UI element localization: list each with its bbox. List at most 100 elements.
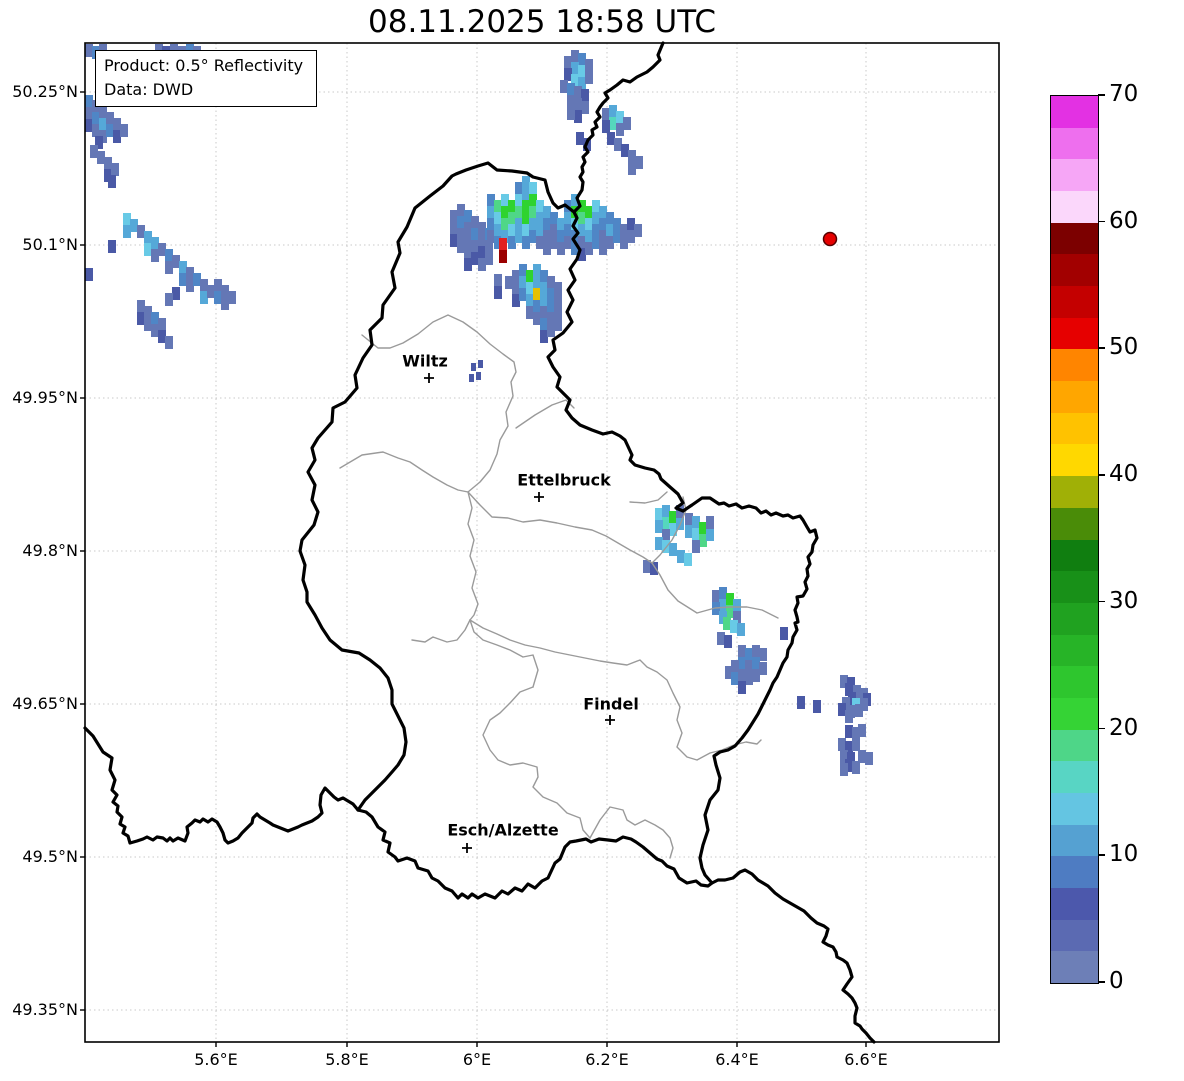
colorbar-segment: [1051, 507, 1098, 540]
echo-cell: [179, 261, 187, 274]
echo-cell: [522, 188, 530, 201]
echo-cell: [450, 222, 458, 235]
echo-cell: [599, 242, 607, 255]
echo-cell: [494, 224, 502, 237]
echo-cell: [522, 200, 530, 213]
echo-cell: [634, 224, 642, 237]
echo-cell: [464, 258, 472, 271]
echo-cell: [592, 200, 600, 213]
echo-cell: [85, 44, 93, 57]
echo-cell: [494, 274, 502, 287]
echo-cell: [151, 249, 159, 262]
colorbar-segment: [1051, 190, 1098, 223]
colorbar-tick-label: 10: [1109, 841, 1139, 868]
echo-cell: [99, 106, 107, 119]
echo-cell: [508, 200, 516, 213]
colorbar-tick-label: 30: [1109, 587, 1139, 614]
colorbar-tick-mark: [1098, 727, 1105, 730]
colorbar-segment: [1051, 665, 1098, 698]
echo-cell: [852, 727, 860, 740]
country-border: [546, 41, 876, 1044]
echo-cell: [838, 738, 846, 751]
echo-cell: [499, 250, 507, 263]
colorbar-segment: [1051, 317, 1098, 350]
legend-data-line: Data: DWD: [104, 80, 194, 99]
echo-cell: [643, 560, 651, 573]
echo-cell: [144, 243, 152, 256]
colorbar-tick-mark: [1098, 981, 1105, 983]
echo-cell: [737, 623, 745, 636]
echo-cell: [585, 218, 593, 231]
echo-cell: [554, 294, 562, 307]
echo-cell-small: [469, 374, 474, 382]
echo-cell: [123, 213, 131, 226]
echo-cell: [471, 240, 479, 253]
echo-cell: [228, 291, 236, 304]
echo-cell: [515, 230, 523, 243]
echo-cell: [719, 587, 727, 600]
echo-cell: [840, 750, 848, 763]
city-label: Wiltz: [402, 351, 448, 371]
echo-cell: [845, 725, 853, 738]
y-axis-tick-label: 50.1°N: [22, 235, 78, 254]
echo-cell: [855, 704, 863, 717]
echo-cell: [847, 752, 855, 765]
echo-cell: [519, 276, 527, 289]
echo-cell: [858, 724, 866, 737]
echo-cell: [547, 288, 555, 301]
echo-cell: [738, 657, 746, 670]
echo-cell: [564, 56, 572, 69]
echo-cell: [860, 698, 868, 711]
echo-cell: [726, 605, 734, 618]
echo-cell: [85, 268, 93, 281]
city-label: Findel: [583, 694, 639, 714]
echo-cell: [494, 236, 502, 249]
echo-cell: [623, 117, 631, 130]
echo-cell: [457, 204, 465, 217]
echo-cell: [151, 324, 159, 337]
echo-cell: [585, 59, 593, 72]
x-axis-tick-label: 5.6°E: [194, 1050, 238, 1069]
echo-cell: [186, 279, 194, 292]
echo-cell: [662, 529, 670, 542]
echo-cell: [731, 672, 739, 685]
echo-cell: [512, 270, 520, 283]
x-axis-tick-label: 6.4°E: [715, 1050, 759, 1069]
echo-cell: [464, 222, 472, 235]
colorbar-segment: [1051, 539, 1098, 572]
echo-cell: [120, 124, 128, 137]
colorbar-tick-mark: [1098, 600, 1105, 603]
echo-cell: [845, 710, 853, 723]
echo-cell: [540, 270, 548, 283]
echo-cell: [752, 657, 760, 670]
echo-cell: [450, 210, 458, 223]
echo-cell: [609, 105, 617, 118]
echo-cell: [200, 279, 208, 292]
echo-cell: [529, 230, 537, 243]
echo-cell: [186, 267, 194, 280]
echo-cell: [564, 236, 572, 249]
echo-cell: [536, 212, 544, 225]
colorbar-segment: [1051, 285, 1098, 318]
echo-cell: [571, 242, 579, 255]
echo-cell: [581, 89, 589, 102]
echo-cell: [655, 537, 663, 550]
echo-cell: [745, 660, 753, 673]
echo-cell: [650, 562, 658, 575]
echo-cell: [560, 80, 568, 93]
echo-cell: [685, 513, 693, 526]
echo-cell: [104, 157, 112, 170]
echo-cell: [508, 224, 516, 237]
echo-cell: [733, 599, 741, 612]
echo-cell-small: [478, 360, 483, 368]
y-axis-tick-label: 49.95°N: [12, 388, 78, 407]
echo-cell: [522, 176, 530, 189]
echo-cell: [699, 522, 707, 535]
echo-cell: [526, 294, 534, 307]
district-border: [411, 619, 471, 643]
echo-cell-small: [476, 372, 481, 380]
echo-cell: [515, 194, 523, 207]
echo-cell: [547, 300, 555, 313]
echo-cell: [662, 505, 670, 518]
echo-cell: [137, 225, 145, 238]
